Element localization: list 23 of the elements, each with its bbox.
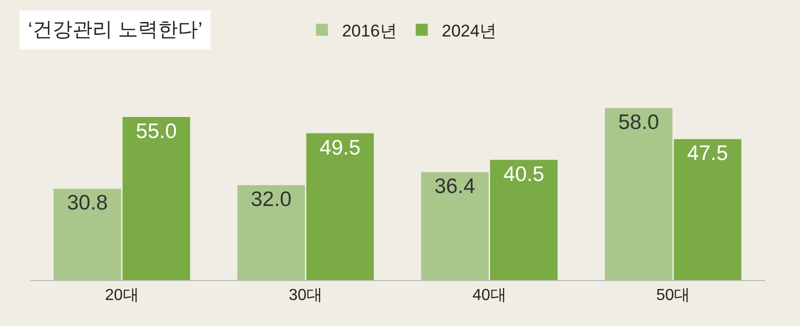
legend-label: 2024년 [442, 21, 497, 40]
chart-title: ‘건강관리 노력한다’ [28, 19, 202, 41]
bar [306, 133, 374, 280]
legend-label: 2016년 [342, 21, 397, 40]
data-label: 30.8 [66, 192, 108, 215]
bar [122, 116, 190, 280]
bar [604, 108, 672, 280]
data-label: 36.4 [434, 175, 476, 198]
data-label: 49.5 [320, 136, 361, 160]
data-label: 47.5 [687, 142, 728, 166]
data-label: 58.0 [618, 111, 660, 134]
x-tick-label: 30대 [288, 287, 323, 304]
bar [421, 172, 489, 280]
x-tick-label: 40대 [472, 287, 506, 304]
data-label: 40.5 [503, 162, 544, 186]
bar [674, 139, 742, 280]
bar [490, 160, 558, 280]
bar [54, 188, 122, 280]
bar [237, 185, 305, 280]
data-label: 55.0 [136, 120, 177, 143]
data-label: 32.0 [250, 188, 292, 212]
x-tick-label: 20대 [104, 287, 139, 304]
x-tick-label: 50대 [656, 287, 690, 304]
